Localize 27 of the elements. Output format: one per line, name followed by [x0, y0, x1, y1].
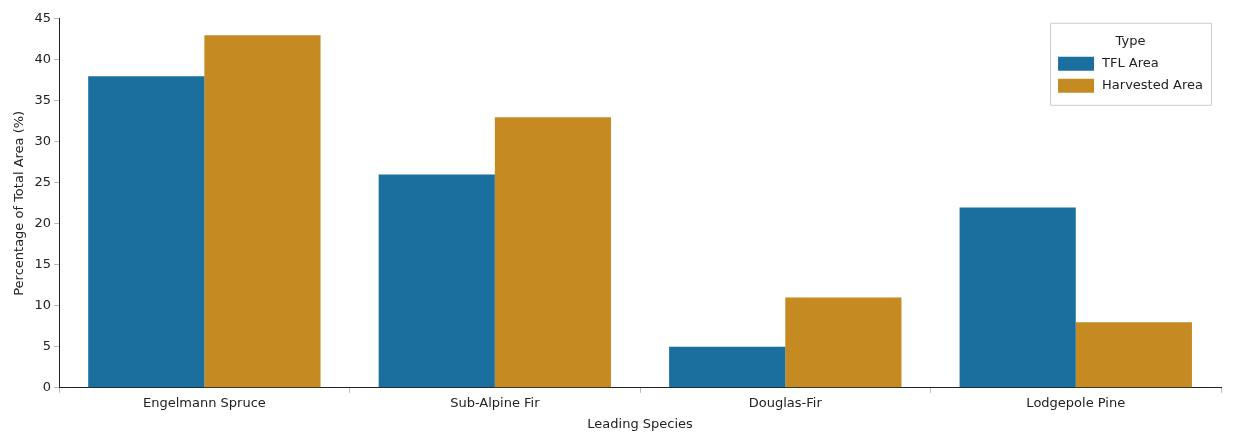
- bar: [494, 117, 612, 388]
- legend-label: Harvested Area: [1102, 77, 1204, 93]
- bar: [669, 346, 786, 388]
- x-tick-label: Lodgepole Pine: [1026, 394, 1126, 410]
- y-tick-label: 30: [34, 133, 52, 149]
- x-tick-label: Douglas-Fir: [748, 394, 823, 410]
- y-tick-label: 40: [34, 51, 52, 67]
- legend-label: TFL Area: [1101, 55, 1159, 71]
- bar: [378, 174, 495, 388]
- y-tick-label: 35: [34, 92, 52, 108]
- y-tick-label: 20: [34, 215, 52, 231]
- bar: [204, 35, 321, 388]
- y-tick-label: 5: [42, 338, 52, 354]
- bar: [88, 76, 205, 388]
- bar: [1075, 322, 1192, 388]
- y-tick-label: 0: [42, 379, 52, 395]
- y-tick-label: 25: [34, 174, 52, 190]
- x-tick-label: Sub-Alpine Fir: [450, 394, 541, 410]
- y-tick-label: 10: [34, 297, 52, 313]
- x-tick-label: Engelmann Spruce: [142, 394, 266, 410]
- x-axis-title: Leading Species: [587, 415, 694, 431]
- legend-title: Type: [1114, 33, 1146, 49]
- bar: [959, 207, 1076, 388]
- y-axis-title: Percentage of Total Area (%): [11, 110, 27, 296]
- y-tick-label: 15: [34, 256, 52, 272]
- y-tick-label: 45: [34, 10, 52, 26]
- bar: [785, 297, 902, 388]
